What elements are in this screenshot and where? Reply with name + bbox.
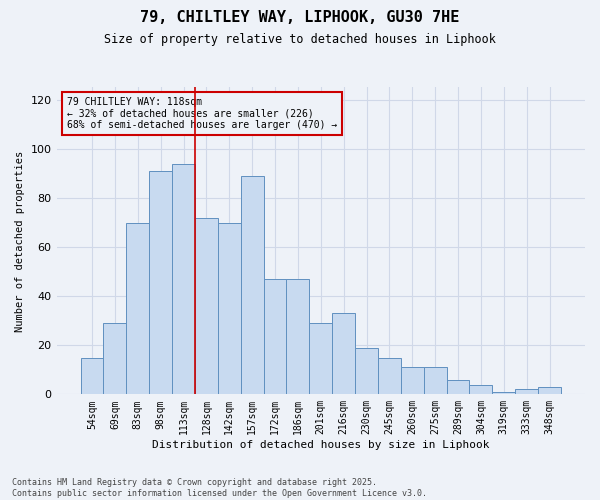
Text: Contains HM Land Registry data © Crown copyright and database right 2025.
Contai: Contains HM Land Registry data © Crown c… bbox=[12, 478, 427, 498]
Text: 79, CHILTLEY WAY, LIPHOOK, GU30 7HE: 79, CHILTLEY WAY, LIPHOOK, GU30 7HE bbox=[140, 10, 460, 25]
Bar bbox=[469, 384, 493, 394]
Bar bbox=[149, 171, 172, 394]
Bar bbox=[286, 279, 310, 394]
Bar bbox=[218, 222, 241, 394]
X-axis label: Distribution of detached houses by size in Liphook: Distribution of detached houses by size … bbox=[152, 440, 490, 450]
Text: 79 CHILTLEY WAY: 118sqm
← 32% of detached houses are smaller (226)
68% of semi-d: 79 CHILTLEY WAY: 118sqm ← 32% of detache… bbox=[67, 96, 337, 130]
Bar bbox=[538, 387, 561, 394]
Bar bbox=[241, 176, 263, 394]
Bar bbox=[493, 392, 515, 394]
Text: Size of property relative to detached houses in Liphook: Size of property relative to detached ho… bbox=[104, 32, 496, 46]
Bar bbox=[355, 348, 378, 395]
Bar bbox=[378, 358, 401, 395]
Bar bbox=[515, 390, 538, 394]
Bar bbox=[127, 222, 149, 394]
Bar bbox=[172, 164, 195, 394]
Bar bbox=[310, 323, 332, 394]
Bar bbox=[263, 279, 286, 394]
Bar bbox=[401, 368, 424, 394]
Y-axis label: Number of detached properties: Number of detached properties bbox=[15, 150, 25, 332]
Bar bbox=[424, 368, 446, 394]
Bar bbox=[103, 323, 127, 394]
Bar bbox=[332, 314, 355, 394]
Bar bbox=[80, 358, 103, 395]
Bar bbox=[195, 218, 218, 394]
Bar bbox=[446, 380, 469, 394]
